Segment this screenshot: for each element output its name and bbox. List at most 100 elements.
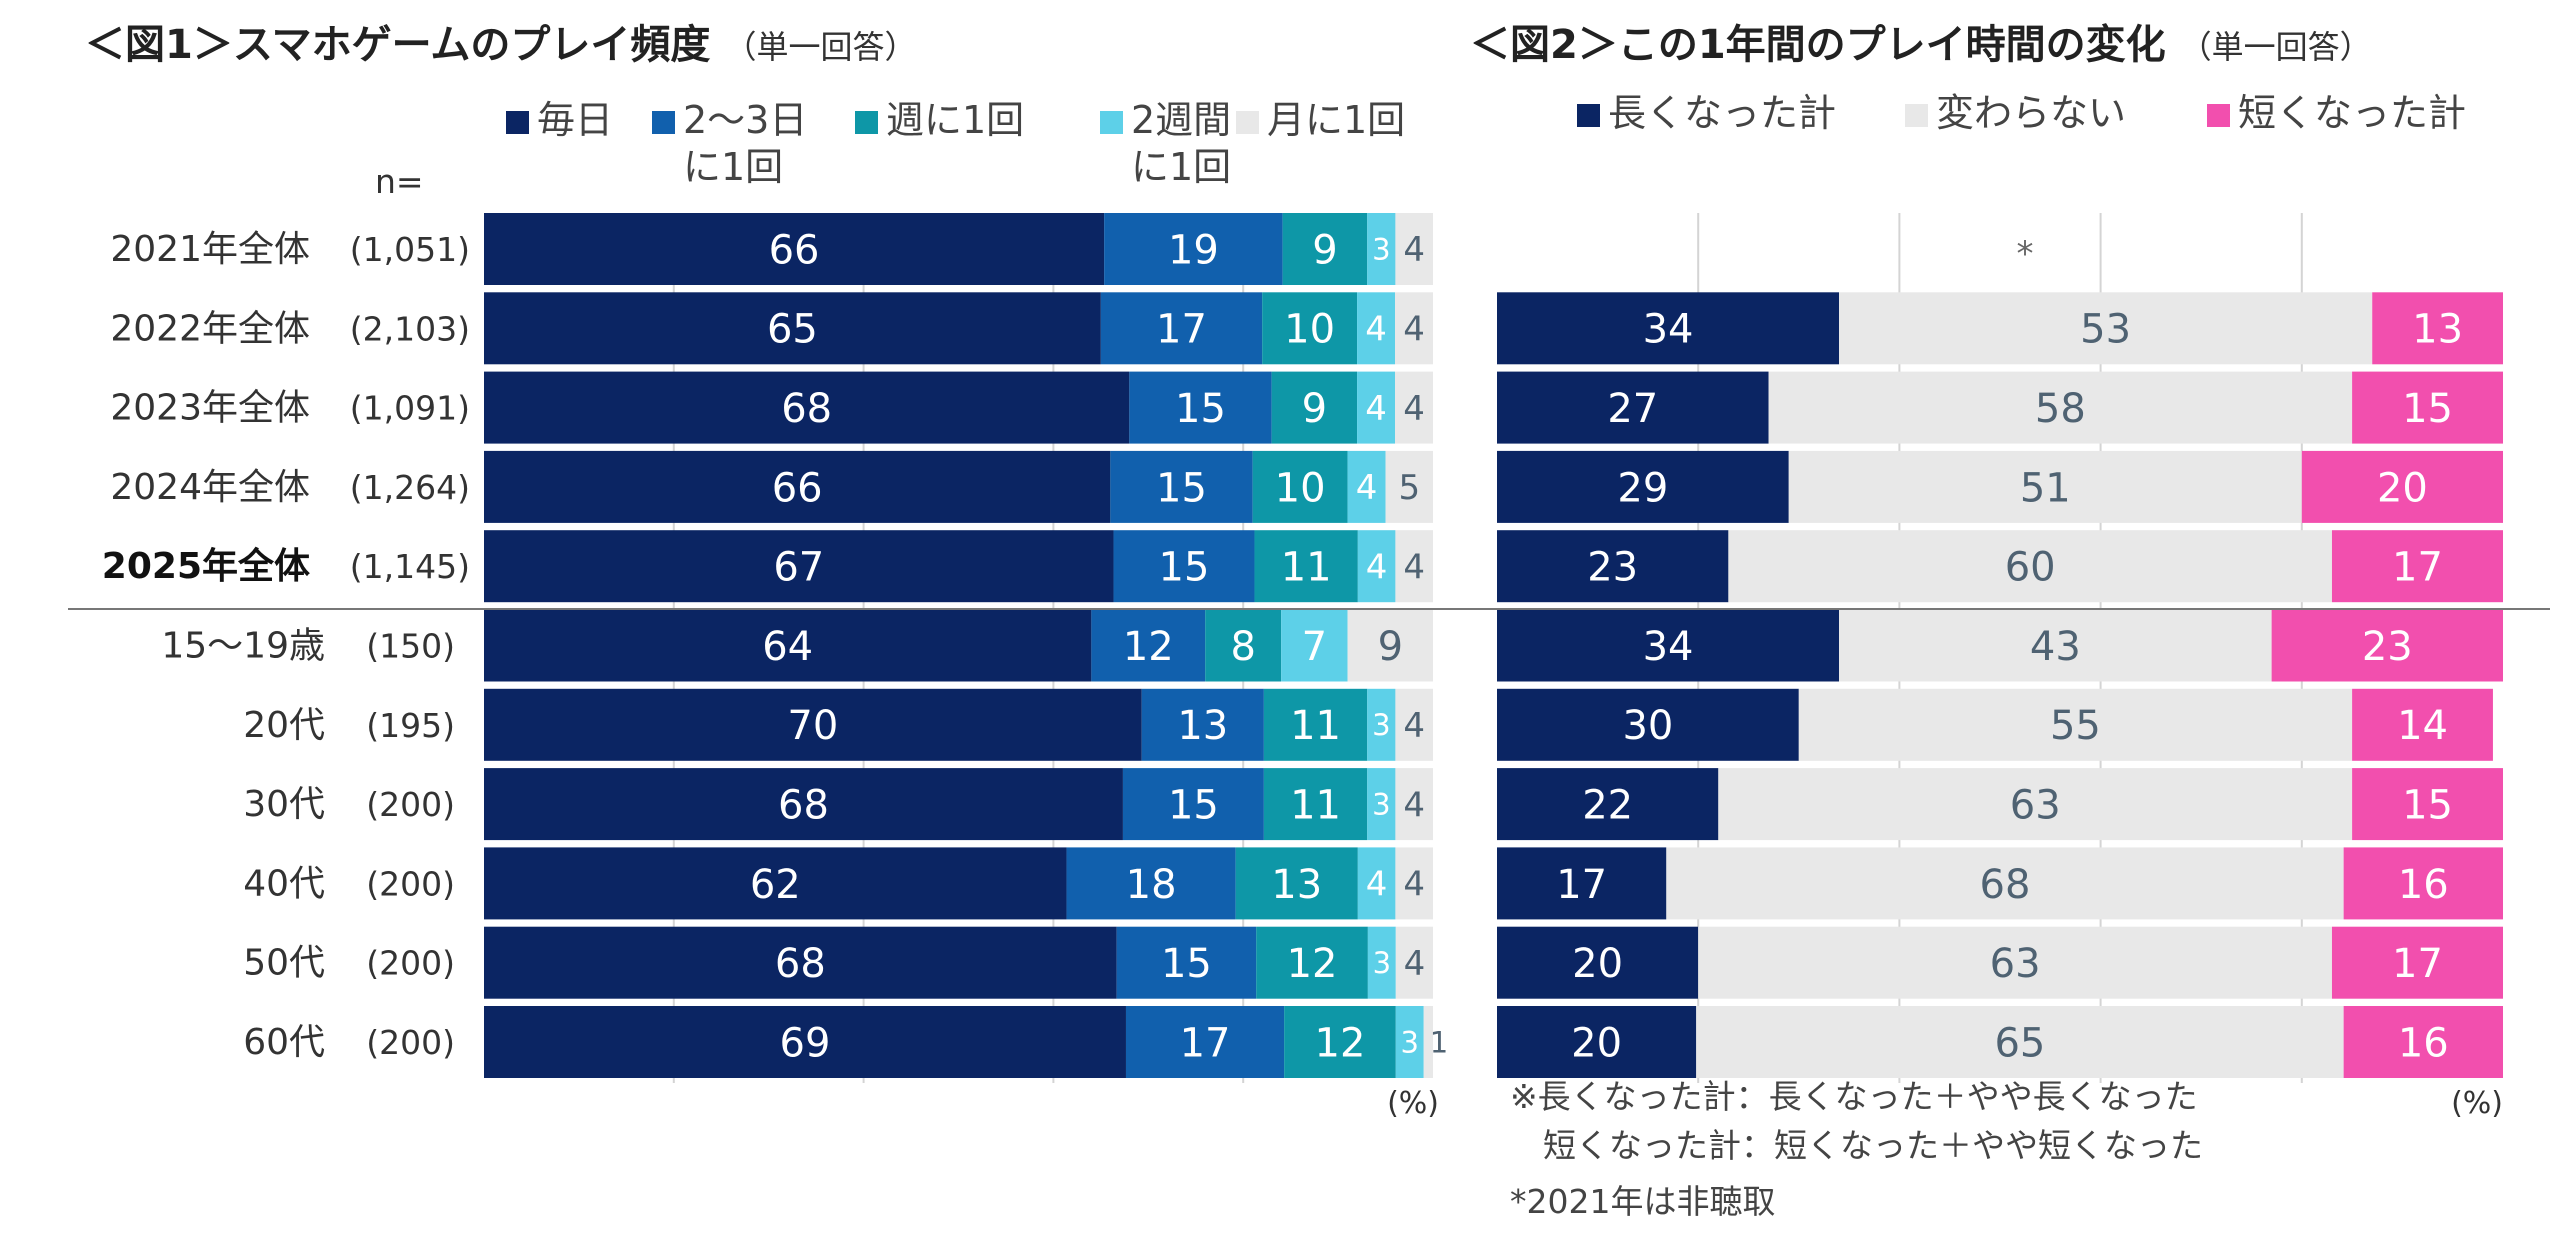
chart1-legend-label: 週に1回 xyxy=(886,98,1024,142)
chart1-data-label: 18 xyxy=(1126,862,1177,908)
category-n-label: (200) xyxy=(366,864,455,903)
chart1-data-label: 11 xyxy=(1281,545,1332,591)
category-n-label: (200) xyxy=(366,785,455,824)
chart1-bar-segment xyxy=(1395,213,1433,285)
chart2-data-label: 23 xyxy=(2362,624,2413,670)
chart2-data-label: 29 xyxy=(1617,465,1668,511)
chart1-bar-segment xyxy=(484,609,1092,682)
chart1-bar-segment xyxy=(1282,213,1368,285)
chart1-data-label: 62 xyxy=(750,862,801,908)
chart2-note-1: ※長くなった計：長くなった＋やや長くなった xyxy=(1510,1077,2198,1116)
chart2-data-label: 34 xyxy=(1643,307,1694,353)
chart1-bar-segment xyxy=(1395,688,1433,761)
chart1-bar-segment xyxy=(1235,847,1358,920)
chart2-bar-segment xyxy=(1497,292,1840,365)
chart2-bar-segment xyxy=(1497,530,1729,603)
chart1-legend-label: 月に1回 xyxy=(1267,98,1405,142)
chart1-data-label: 9 xyxy=(1302,386,1327,432)
chart2-data-labels: 34 53 13 27 58 15 29 51 20 23 60 17 34 43 23 30 55 14 22 63… xyxy=(1556,307,2463,1067)
chart2-bar-segment xyxy=(2352,371,2503,444)
chart2-missing-row-marker: * xyxy=(2017,234,2034,274)
chart2-bar-segment xyxy=(2372,292,2503,365)
chart1-bar-segment xyxy=(1357,292,1396,365)
chart1-bar-segment xyxy=(1395,847,1433,920)
chart2-bar-segment xyxy=(2352,688,2493,761)
chart2-data-label: 23 xyxy=(1587,545,1638,591)
chart2-bars xyxy=(1497,292,2503,1078)
chart2-note-3: *2021年は非聴取 xyxy=(1510,1182,1775,1221)
chart1-data-label: 1 xyxy=(1430,1025,1448,1059)
chart1-data-label: 10 xyxy=(1275,465,1326,511)
category-n-label: (150) xyxy=(366,627,455,666)
chart1-bar-segment xyxy=(484,688,1142,761)
chart1-data-label: 65 xyxy=(767,307,818,353)
chart2-data-label: 17 xyxy=(1556,862,1607,908)
category-n-label: (1,051) xyxy=(350,230,470,269)
category-n-label: (1,091) xyxy=(350,389,470,428)
category-n-label: (1,145) xyxy=(350,547,470,586)
chart2-bar-segment xyxy=(1696,1006,2344,1078)
chart2-bar-segment xyxy=(2331,926,2503,999)
chart1-data-label: 12 xyxy=(1315,1020,1366,1066)
chart1-data-label: 15 xyxy=(1168,783,1219,829)
chart1-legend-label: 2週間 xyxy=(1131,98,1231,142)
category-label: 2023年全体 xyxy=(110,388,310,429)
chart1-data-label: 13 xyxy=(1177,703,1228,749)
chart1-legend-label: 2～3日 xyxy=(683,98,807,142)
chart2-data-label: 63 xyxy=(2010,783,2061,829)
chart1-data-label: 8 xyxy=(1230,624,1255,670)
chart1-bar-segment xyxy=(484,450,1111,523)
category-label: 15～19歳 xyxy=(161,626,325,667)
chart1-data-label: 15 xyxy=(1159,545,1210,591)
chart1-bar-segment xyxy=(484,213,1105,285)
chart1-data-label: 3 xyxy=(1372,788,1390,822)
chart2-bar-segment xyxy=(1788,450,2302,523)
chart2-legend-swatch xyxy=(2207,104,2230,127)
chart2-legend-label: 変わらない xyxy=(1936,91,2126,135)
chart1-bar-segment xyxy=(1347,450,1386,523)
chart1-bar-segment xyxy=(1122,768,1264,841)
chart2-data-label: 68 xyxy=(1980,862,2031,908)
chart1-data-label: 4 xyxy=(1403,865,1425,905)
chart2-bar-segment xyxy=(2271,609,2503,682)
chart1-bar-segment xyxy=(1066,847,1236,920)
chart2-bar-segment xyxy=(1497,688,1799,761)
chart2-data-label: 53 xyxy=(2080,307,2131,353)
chart1-data-labels: 66 19 9 3 465 17 10 4 468 15 9 4 466 15 10 4 567 15 11 4 464… xyxy=(750,227,1448,1066)
chart1-data-label: 68 xyxy=(778,783,829,829)
chart1-bar-segment xyxy=(1357,371,1396,444)
chart1-data-label: 11 xyxy=(1290,703,1341,749)
chart2-bar-segment xyxy=(1497,847,1667,920)
chart2-data-label: 60 xyxy=(2005,545,2056,591)
chart1-bar-segment xyxy=(484,1006,1126,1078)
chart2-data-label: 15 xyxy=(2402,783,2453,829)
chart1-data-label: 4 xyxy=(1365,389,1387,429)
chart1-bar-segment xyxy=(1395,768,1433,841)
chart2-data-label: 55 xyxy=(2050,703,2101,749)
category-n-label: (195) xyxy=(366,706,455,745)
chart1-data-label: 3 xyxy=(1401,1025,1419,1059)
chart2-legend-swatch xyxy=(1577,104,1600,127)
chart2-bar-segment xyxy=(1728,530,2332,603)
chart2-data-label: 17 xyxy=(2392,545,2443,591)
chart2-data-label: 20 xyxy=(1572,941,1623,987)
chart1-bar-segment xyxy=(1395,1006,1424,1078)
chart1-data-label: 66 xyxy=(772,465,823,511)
chart1-bar-segment xyxy=(1262,292,1358,365)
chart2-legend-label: 長くなった計 xyxy=(1608,91,1836,135)
chart1-data-label: 11 xyxy=(1290,783,1341,829)
chart1-data-label: 69 xyxy=(780,1020,831,1066)
chart2-data-label: 16 xyxy=(2398,1020,2449,1066)
chart1-data-label: 12 xyxy=(1287,941,1338,987)
chart1-bar-segment xyxy=(484,292,1101,365)
chart1-data-label: 3 xyxy=(1372,232,1390,266)
chart1-bars xyxy=(484,213,1433,1078)
chart1-data-label: 12 xyxy=(1123,624,1174,670)
chart1-data-label: 67 xyxy=(773,545,824,591)
chart1-data-label: 4 xyxy=(1365,310,1387,350)
category-n-label: (1,264) xyxy=(350,468,470,507)
chart1-data-label: 4 xyxy=(1403,785,1425,825)
chart1-bar-segment xyxy=(484,926,1117,999)
chart1-bar-segment xyxy=(1385,450,1433,523)
chart2-bar-segment xyxy=(1497,926,1699,999)
